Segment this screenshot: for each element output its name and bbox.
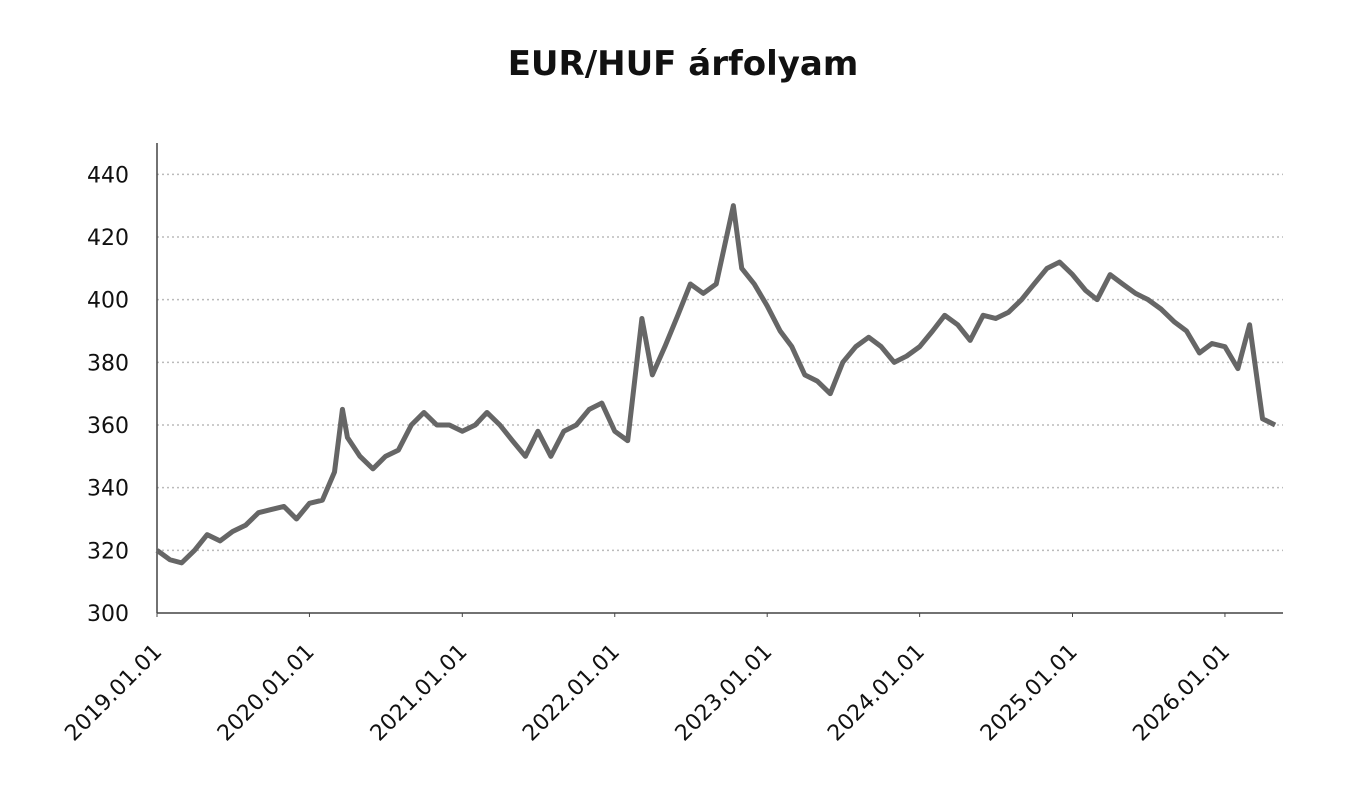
y-tick-label: 380 [87,351,129,376]
x-tick-label: 2023.01.01 [671,640,778,747]
y-tick-label: 340 [87,477,129,502]
x-tick-label: 2026.01.01 [1128,640,1235,747]
y-tick-label: 360 [87,414,129,439]
y-tick-label: 420 [87,226,129,251]
x-tick-label: 2022.01.01 [518,640,625,747]
x-tick-label: 2025.01.01 [976,640,1083,747]
x-tick-label: 2020.01.01 [213,640,320,747]
x-tick-label: 2021.01.01 [366,640,473,747]
chart-title: EUR/HUF árfolyam [508,44,859,84]
line [155,203,1277,566]
y-tick-label: 400 [87,289,129,314]
y-tick-label: 300 [87,602,129,627]
x-tick-label: 2019.01.01 [60,640,167,747]
y-tick-label: 320 [87,539,129,564]
x-tick-label: 2024.01.01 [823,640,930,747]
y-tick-label: 440 [87,163,129,188]
